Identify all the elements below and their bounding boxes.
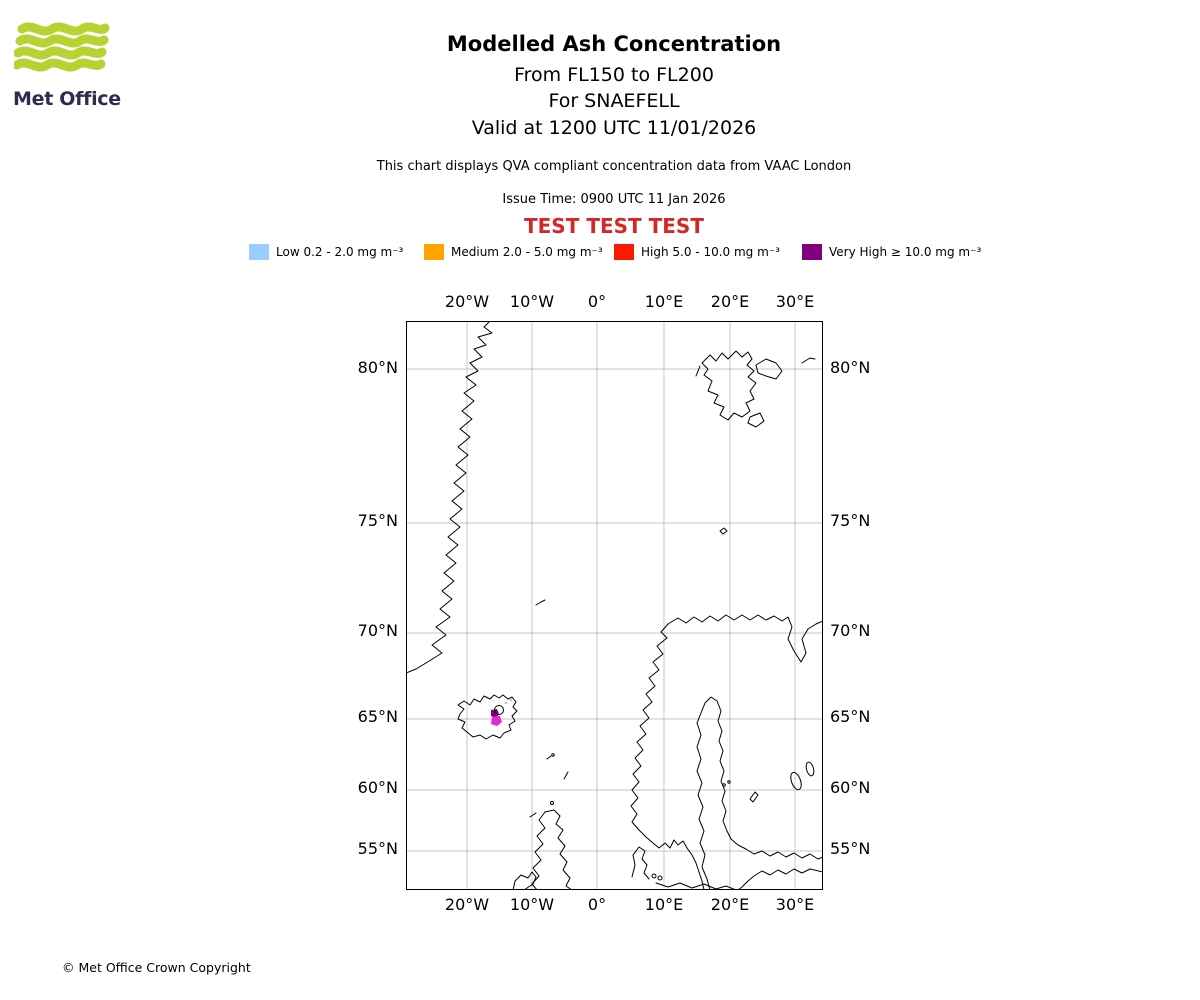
coastline-danish-isle-2 <box>657 875 663 881</box>
lon-tick-bottom-20w: 20°W <box>444 895 490 914</box>
ash-marker-very-high <box>491 709 499 718</box>
lat-tick-left-60n: 60°N <box>357 778 398 797</box>
coastline-greenland <box>406 321 493 674</box>
coastline-svalbard-kvitoya <box>801 357 816 364</box>
map-gridlines <box>406 321 823 890</box>
coastline-danish-isle-1 <box>651 873 657 879</box>
lon-tick-top-30e: 30°E <box>775 292 815 311</box>
ash-concentration-map <box>406 321 823 890</box>
legend-swatch-medium <box>424 244 444 260</box>
coastline-svalbard-northeast <box>755 358 783 380</box>
lon-tick-bottom-10e: 10°E <box>644 895 684 914</box>
lon-tick-bottom-0: 0° <box>587 895 607 914</box>
legend-item-very-high: Very High ≥ 10.0 mg m⁻³ <box>802 244 981 260</box>
coastlines <box>406 321 823 890</box>
chart-description: This chart displays QVA compliant concen… <box>376 159 852 174</box>
coastline-baltic-south <box>655 882 737 890</box>
coastline-shetland <box>563 771 569 780</box>
ash-marker-low-1 <box>504 701 508 705</box>
lat-tick-right-60n: 60°N <box>830 778 871 797</box>
coastline-svalbard-edgeoya <box>747 412 765 428</box>
coastline-denmark <box>631 846 650 880</box>
legend-label-very-high: Very High ≥ 10.0 mg m⁻³ <box>829 245 982 259</box>
lat-tick-left-70n: 70°N <box>357 621 398 640</box>
test-banner: TEST TEST TEST <box>524 214 704 238</box>
legend-label-medium: Medium 2.0 - 5.0 mg m⁻³ <box>451 245 603 259</box>
lon-tick-top-10e: 10°E <box>644 292 684 311</box>
logo-waves <box>14 22 110 72</box>
coastline-faroes-dot <box>551 753 555 757</box>
coastline-norway-west <box>630 623 705 890</box>
lat-tick-right-70n: 70°N <box>830 621 871 640</box>
subtitle-valid-time: Valid at 1200 UTC 11/01/2026 <box>471 117 757 139</box>
met-office-logo-icon <box>14 22 110 72</box>
lat-tick-left-55n: 55°N <box>357 839 398 858</box>
legend-swatch-low <box>249 244 269 260</box>
lat-tick-left-65n: 65°N <box>357 707 398 726</box>
lon-tick-bottom-20e: 20°E <box>710 895 750 914</box>
ash-marker-magenta <box>491 716 502 726</box>
lat-tick-left-75n: 75°N <box>357 511 398 530</box>
lake-ladoga <box>790 771 802 791</box>
legend-item-medium: Medium 2.0 - 5.0 mg m⁻³ <box>424 244 603 260</box>
coastline-faroes <box>546 755 552 760</box>
met-office-logo-text: Met Office <box>13 88 121 110</box>
coastline-norway-north <box>667 614 823 663</box>
ash-marker-outline-ring <box>494 705 504 715</box>
coastline-gotland <box>749 791 759 803</box>
lon-tick-bottom-30e: 30°E <box>775 895 815 914</box>
coastline-svalbard-main <box>701 350 757 421</box>
lon-tick-top-20e: 20°E <box>710 292 750 311</box>
copyright-notice: © Met Office Crown Copyright <box>62 960 251 975</box>
legend-item-low: Low 0.2 - 2.0 mg m⁻³ <box>249 244 403 260</box>
legend-label-high: High 5.0 - 10.0 mg m⁻³ <box>641 245 780 259</box>
lon-tick-top-10w: 10°W <box>509 292 555 311</box>
coastline-gulf-of-bothnia <box>696 696 823 890</box>
coastline-svalbard-forland <box>695 365 701 377</box>
subtitle-volcano: For SNAEFELL <box>548 90 680 112</box>
issue-time: Issue Time: 0900 UTC 11 Jan 2026 <box>502 192 726 207</box>
coastline-orkney <box>550 801 554 805</box>
lon-tick-bottom-10w: 10°W <box>509 895 555 914</box>
coastline-ireland <box>512 871 537 890</box>
lon-tick-top-20w: 20°W <box>444 292 490 311</box>
ash-cloud-markers <box>491 698 513 726</box>
coastline-iceland <box>457 694 518 740</box>
page-title: Modelled Ash Concentration <box>446 32 782 56</box>
lake-onega <box>805 761 815 777</box>
coastline-britain-east <box>544 809 573 890</box>
lat-tick-right-65n: 65°N <box>830 707 871 726</box>
map-border <box>406 321 823 890</box>
lat-tick-right-80n: 80°N <box>830 358 871 377</box>
lat-tick-right-75n: 75°N <box>830 511 871 530</box>
legend-swatch-very-high <box>802 244 822 260</box>
coastline-aland-2 <box>727 780 731 784</box>
lat-tick-right-55n: 55°N <box>830 839 871 858</box>
coastline-bear-island <box>719 527 728 535</box>
coastline-hebrides <box>529 812 537 818</box>
lat-tick-left-80n: 80°N <box>357 358 398 377</box>
coastline-britain-west <box>531 811 546 890</box>
legend-label-low: Low 0.2 - 2.0 mg m⁻³ <box>276 245 404 259</box>
lon-tick-top-0: 0° <box>587 292 607 311</box>
legend-item-high: High 5.0 - 10.0 mg m⁻³ <box>614 244 780 260</box>
ash-marker-low-2 <box>509 698 513 702</box>
coastline-jan-mayen <box>535 599 546 606</box>
coastline-estonia <box>737 868 823 890</box>
subtitle-flight-levels: From FL150 to FL200 <box>514 64 714 86</box>
coastline-aland-1 <box>722 783 726 787</box>
legend-swatch-high <box>614 244 634 260</box>
